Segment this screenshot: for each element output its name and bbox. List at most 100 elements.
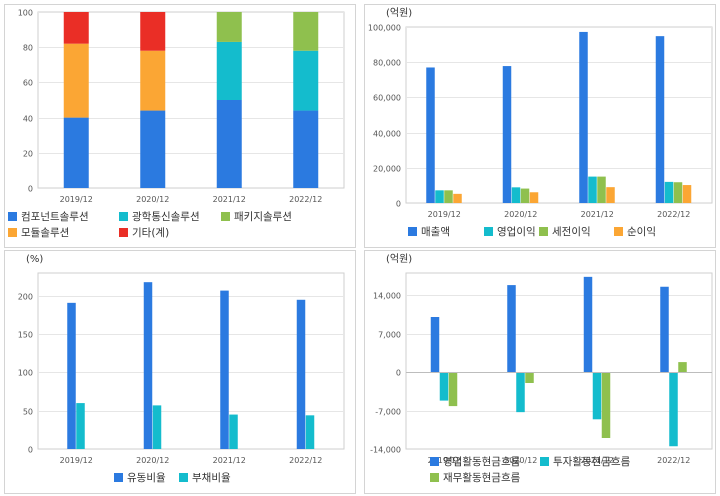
legend-label: 순이익 (627, 226, 656, 238)
plot-area (37, 11, 345, 189)
y-tick-label: 7,000 (378, 331, 401, 340)
bar (140, 110, 166, 188)
bar (76, 403, 85, 449)
legend-swatch (8, 212, 17, 221)
legend-label: 영업활동현금흐름 (443, 455, 521, 468)
bar (502, 66, 512, 204)
legend-label: 투자활동현금흐름 (553, 455, 631, 468)
plot-area (405, 26, 713, 204)
legend-label: 유동비율 (127, 472, 166, 484)
x-tick-label: 2020/12 (136, 195, 169, 204)
bar (660, 286, 669, 372)
x-tick-label: 2021/12 (213, 195, 246, 204)
legend-label: 컴포넌트솔루션 (21, 211, 89, 223)
bar (216, 100, 242, 188)
legend-label: 세전이익 (552, 226, 591, 238)
bar (444, 190, 453, 203)
legend-swatch (119, 228, 128, 237)
bar (601, 372, 611, 438)
chart-income: (억원) 0 20,000 40,000 60,000 80,000 100,000 2019… (364, 4, 716, 248)
legend-label: 부채비율 (192, 472, 231, 484)
y-tick-label: 60,000 (373, 94, 401, 103)
chart-ratios: (%) 0 50 100 150 200 2019/12 2020/12 2021/12 2022… (4, 250, 356, 494)
bar (606, 187, 615, 203)
legend-swatch (179, 473, 188, 482)
legend-label: 기타(계) (132, 227, 169, 239)
legend-label: 영업이익 (497, 225, 536, 238)
bar (140, 12, 166, 51)
bar (673, 182, 683, 203)
bar (583, 276, 593, 372)
legend-label: 패키지솔루션 (234, 211, 292, 223)
y-tick-label: 100 (18, 9, 33, 18)
unit-label: (억원) (386, 253, 412, 265)
bar (669, 372, 678, 447)
y-tick-label: 50 (23, 408, 33, 417)
bar (140, 50, 166, 111)
y-tick-label: 0 (396, 200, 401, 209)
y-tick-label: 0 (28, 185, 33, 194)
unit-label: (억원) (386, 7, 412, 19)
x-tick-label: 2022/12 (657, 456, 690, 465)
bar (152, 405, 162, 449)
legend-swatch (430, 457, 439, 466)
x-tick-label: 2022/12 (289, 456, 322, 465)
bar (678, 362, 687, 372)
legend-label: 매출액 (421, 226, 450, 238)
x-tick-label: 2019/12 (428, 210, 461, 219)
x-tick-label: 2020/12 (504, 210, 537, 219)
y-tick-label: 80,000 (373, 59, 401, 68)
bar (293, 50, 319, 111)
bar (293, 110, 319, 188)
y-tick-label: 20 (23, 150, 33, 159)
bar (63, 43, 89, 118)
bar (525, 372, 534, 383)
bar (439, 372, 449, 401)
bar (588, 176, 597, 203)
chart-product-mix: 0 20 40 60 80 100 2019/12 2020/12 2021/12 2022/12… (4, 4, 356, 248)
plot-area (37, 272, 345, 450)
bar (143, 282, 153, 449)
bar (597, 176, 606, 203)
bar (63, 12, 89, 44)
bar (67, 302, 76, 449)
bar (579, 31, 588, 204)
x-tick-label: 2019/12 (60, 195, 93, 204)
y-tick-label: 40 (23, 115, 33, 124)
bar (516, 372, 525, 413)
y-tick-label: 150 (18, 331, 33, 340)
x-tick-label: 2022/12 (657, 210, 690, 219)
y-tick-label: 40,000 (373, 130, 401, 139)
x-tick-label: 2019/12 (428, 456, 461, 465)
bar (305, 415, 315, 449)
legend-swatch (539, 227, 548, 236)
legend-label: 모듈솔루션 (21, 227, 69, 239)
y-tick-label: 60 (23, 79, 33, 88)
x-tick-label: 2021/12 (581, 456, 614, 465)
x-tick-label: 2019/12 (60, 456, 93, 465)
legend-label: 재무활동현금흐름 (443, 471, 521, 484)
y-tick-label: 20,000 (373, 165, 401, 174)
legend-swatch (8, 228, 17, 237)
legend-label: 광학통신솔루션 (132, 211, 200, 223)
x-tick-label: 2020/12 (504, 456, 537, 465)
bar (216, 12, 242, 42)
legend-swatch (119, 212, 128, 221)
bar (229, 414, 238, 449)
bar (507, 285, 516, 372)
y-tick-label: 0 (396, 369, 401, 378)
bar (293, 12, 319, 51)
legend-swatch (408, 227, 417, 236)
y-tick-label: 80 (23, 44, 33, 53)
bar (529, 192, 539, 203)
legend-swatch (114, 473, 123, 482)
bar (655, 36, 665, 203)
x-tick-label: 2021/12 (213, 456, 246, 465)
chart-cashflow: (억원) -14,000 -7,000 0 7,000 14,000 2019/12 2020… (364, 250, 716, 494)
x-tick-label: 2020/12 (136, 456, 169, 465)
bar (296, 299, 306, 449)
legend-swatch (430, 473, 439, 482)
y-tick-label: -14,000 (370, 446, 401, 455)
bar (453, 193, 462, 203)
unit-label: (%) (26, 254, 43, 265)
